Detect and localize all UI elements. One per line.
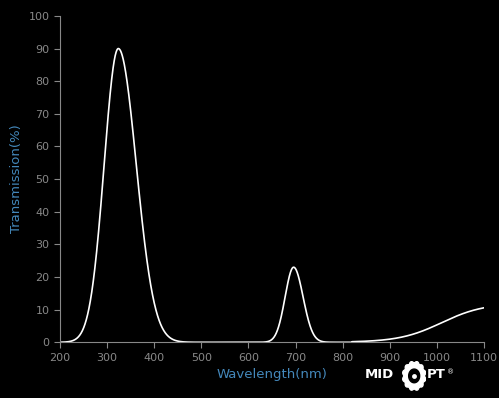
- Y-axis label: Transmission(%): Transmission(%): [10, 125, 23, 234]
- Polygon shape: [403, 362, 426, 390]
- Text: MID: MID: [364, 368, 394, 381]
- X-axis label: Wavelength(nm): Wavelength(nm): [217, 368, 327, 381]
- Text: PT: PT: [427, 368, 446, 381]
- Text: ®: ®: [447, 369, 454, 375]
- Polygon shape: [409, 369, 420, 383]
